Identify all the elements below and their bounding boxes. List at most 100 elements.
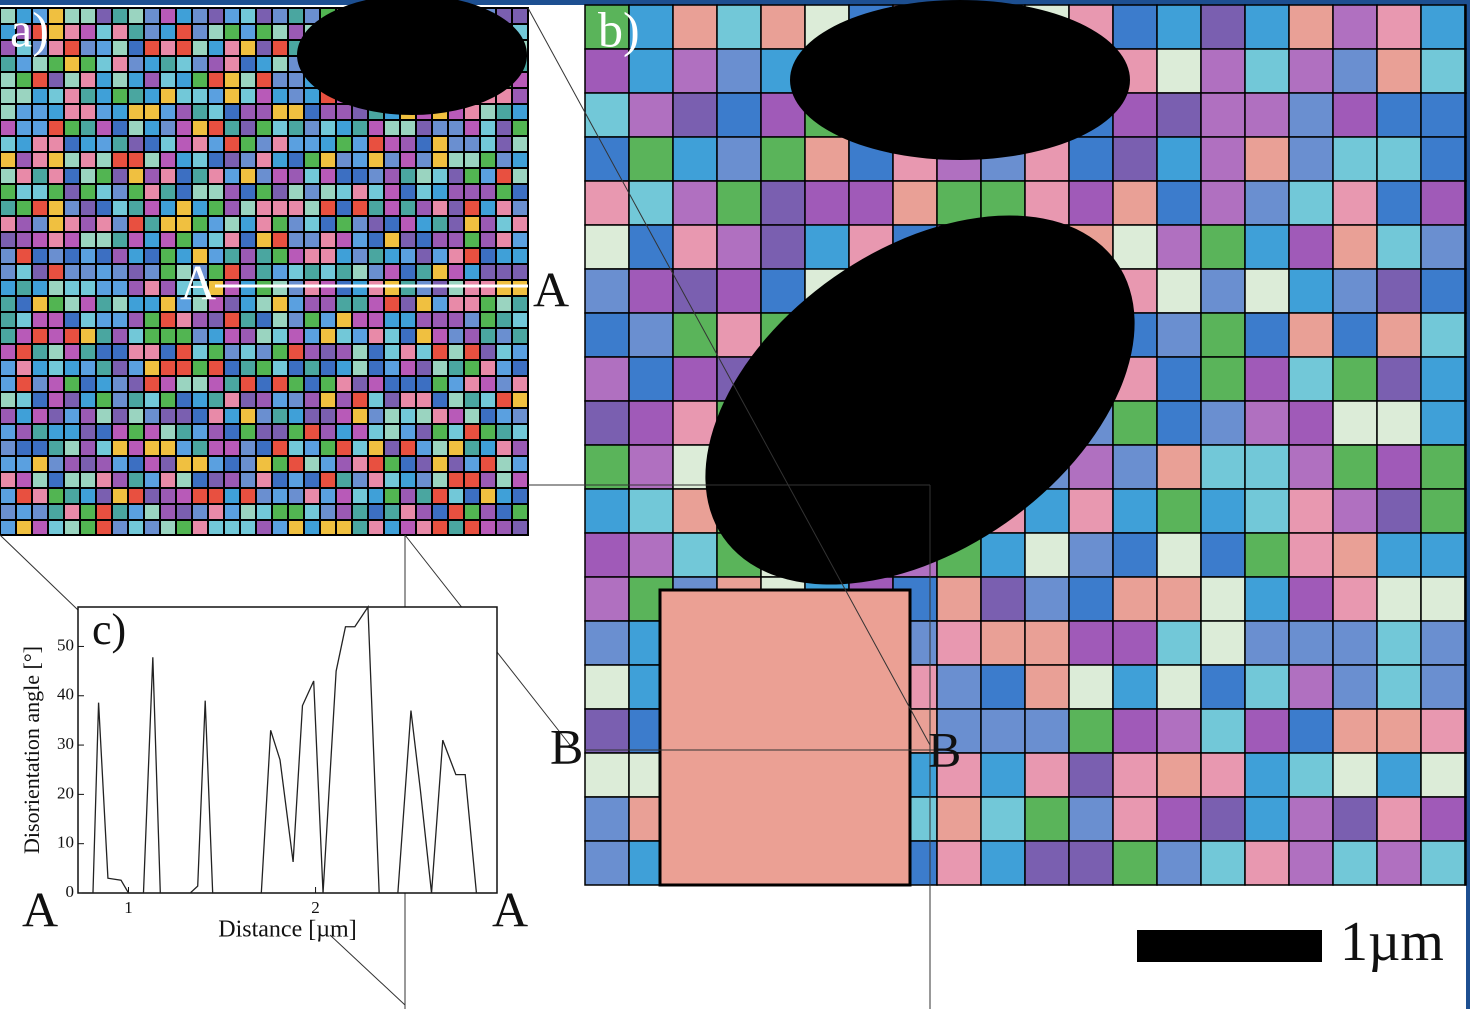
grain: [416, 232, 432, 248]
grain: [112, 472, 128, 488]
grain: [96, 88, 112, 104]
grain: [496, 504, 512, 520]
grain: [352, 312, 368, 328]
grain: [0, 152, 16, 168]
section-label: B: [928, 721, 961, 777]
grain: [0, 200, 16, 216]
grain: [128, 424, 144, 440]
grain: [32, 312, 48, 328]
grain: [336, 424, 352, 440]
y-tick-label: 0: [66, 882, 75, 901]
grain: [112, 504, 128, 520]
grain: [1465, 5, 1466, 49]
grain: [416, 296, 432, 312]
grain: [981, 665, 1025, 709]
grain: [288, 312, 304, 328]
grain: [80, 328, 96, 344]
grain: [208, 424, 224, 440]
grain: [304, 200, 320, 216]
grain: [224, 264, 240, 280]
grain: [64, 168, 80, 184]
grain: [64, 88, 80, 104]
grain: [272, 232, 288, 248]
grain: [32, 56, 48, 72]
grain: [480, 520, 496, 535]
grain: [480, 408, 496, 424]
grain: [400, 248, 416, 264]
grain: [320, 184, 336, 200]
grain: [464, 152, 480, 168]
grain: [80, 232, 96, 248]
grain: [1157, 137, 1201, 181]
grain: [32, 104, 48, 120]
pore: [790, 0, 1130, 160]
grain: [1333, 445, 1377, 489]
grain: [48, 520, 64, 535]
grain: [304, 248, 320, 264]
grain: [416, 120, 432, 136]
grain: [432, 488, 448, 504]
grain: [496, 184, 512, 200]
grain: [1201, 797, 1245, 841]
grain: [1245, 181, 1289, 225]
grain: [304, 88, 320, 104]
grain: [368, 168, 384, 184]
grain: [432, 168, 448, 184]
grain: [240, 24, 256, 40]
grain: [144, 312, 160, 328]
grain: [1465, 225, 1466, 269]
grain: [1421, 533, 1465, 577]
grain: [1421, 313, 1465, 357]
grain: [48, 360, 64, 376]
grain: [144, 56, 160, 72]
grain: [80, 56, 96, 72]
grain: [1289, 225, 1333, 269]
grain: [512, 184, 528, 200]
grain: [512, 520, 528, 535]
grain: [0, 520, 16, 535]
grain: [464, 120, 480, 136]
grain: [112, 24, 128, 40]
grain: [304, 296, 320, 312]
grain: [384, 392, 400, 408]
grain: [64, 200, 80, 216]
grain: [160, 280, 176, 296]
grain: [304, 232, 320, 248]
grain: [1465, 181, 1466, 225]
grain: [176, 104, 192, 120]
grain: [304, 312, 320, 328]
grain: [480, 248, 496, 264]
grain: [96, 248, 112, 264]
grain: [224, 168, 240, 184]
grain: [464, 440, 480, 456]
grain: [585, 225, 629, 269]
grain: [400, 360, 416, 376]
grain: [64, 152, 80, 168]
grain: [1465, 313, 1466, 357]
grain: [1465, 577, 1466, 621]
grain: [981, 797, 1025, 841]
grain: [1421, 797, 1465, 841]
grain: [16, 248, 32, 264]
grain: [352, 376, 368, 392]
grain: [48, 472, 64, 488]
grain: [272, 376, 288, 392]
ebsd-map-a: [0, 0, 528, 535]
grain: [224, 520, 240, 535]
grain: [937, 841, 981, 885]
grain: [208, 184, 224, 200]
grain: [496, 136, 512, 152]
grain: [1201, 621, 1245, 665]
grain: [80, 376, 96, 392]
grain: [416, 152, 432, 168]
grain: [144, 392, 160, 408]
y-tick-label: 40: [57, 685, 74, 704]
grain: [981, 709, 1025, 753]
grain: [1465, 93, 1466, 137]
grain: [368, 472, 384, 488]
grain: [144, 8, 160, 24]
grain: [0, 56, 16, 72]
grain: [512, 152, 528, 168]
grain: [48, 264, 64, 280]
grain: [1025, 665, 1069, 709]
